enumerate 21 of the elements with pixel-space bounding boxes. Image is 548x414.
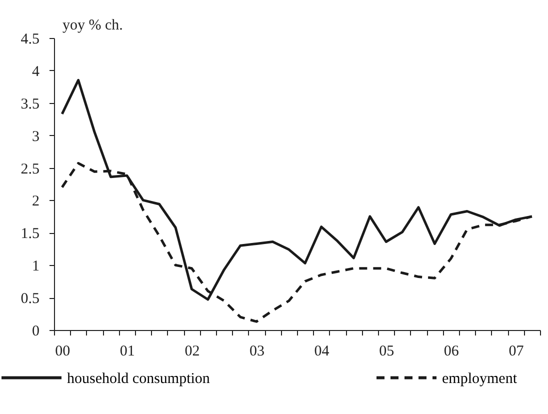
legend-label: employment <box>442 370 518 387</box>
y-tick-label: 0.5 <box>20 291 40 308</box>
x-tick-label: 06 <box>444 344 460 360</box>
y-tick-label: 1 <box>32 258 40 275</box>
x-tick-label: 05 <box>379 344 394 360</box>
y-axis-title: yoy % ch. <box>62 18 123 34</box>
y-tick-label: 2 <box>32 194 40 210</box>
y-tick-label: 4.5 <box>20 32 40 48</box>
x-tick-label: 00 <box>55 344 70 360</box>
x-tick-label: 02 <box>184 344 200 360</box>
x-tick-label: 03 <box>250 344 264 360</box>
y-tick-label: 3.5 <box>20 96 40 112</box>
x-tick-label: 01 <box>120 344 135 360</box>
x-tick-label: 07 <box>508 344 524 360</box>
x-tick-label: 04 <box>314 344 330 360</box>
y-tick-label: 4 <box>32 64 40 80</box>
y-tick-label: 3 <box>32 128 40 145</box>
legend-label: household consumption <box>67 370 210 387</box>
y-tick-label: 2.5 <box>20 161 40 178</box>
y-tick-label: 1.5 <box>20 226 40 242</box>
y-tick-label: 0 <box>32 324 40 340</box>
